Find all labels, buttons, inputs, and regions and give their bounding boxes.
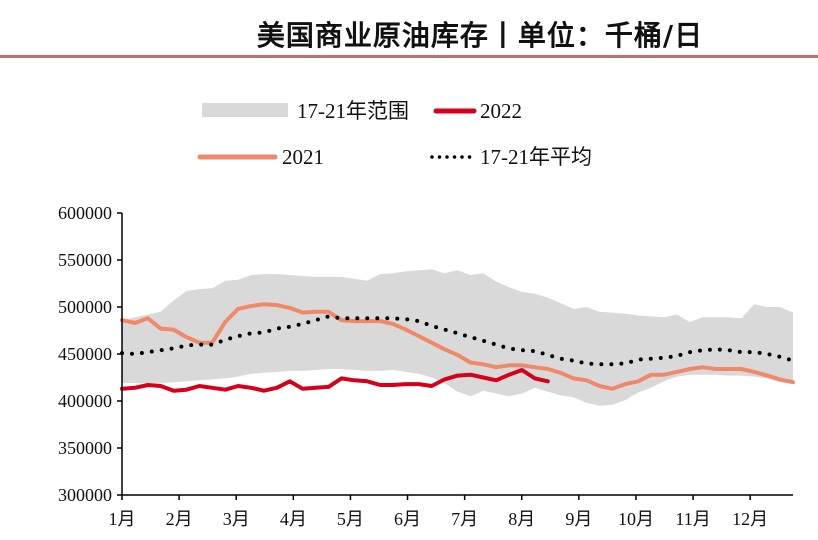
legend-label-2021: 2021 (282, 145, 324, 169)
legend-label-range: 17-21年范围 (297, 99, 409, 123)
x-tick-label: 12月 (732, 509, 768, 529)
title-divider (0, 55, 818, 58)
x-tick-label: 10月 (618, 509, 654, 529)
x-tick-label: 6月 (394, 509, 421, 529)
legend-label-2022: 2022 (480, 99, 522, 123)
series-line-2022 (120, 368, 550, 393)
x-tick-label: 1月 (109, 509, 136, 529)
x-tick-label: 5月 (337, 509, 364, 529)
legend-label-average: 17-21年平均 (480, 145, 592, 169)
x-tick-label: 7月 (451, 509, 478, 529)
x-tick-label: 4月 (280, 509, 307, 529)
x-tick-label: 2月 (166, 509, 193, 529)
y-tick-label: 400000 (58, 391, 112, 411)
y-tick-label: 450000 (58, 344, 112, 364)
y-tick-label: 300000 (58, 485, 112, 505)
series-line-2021 (120, 302, 795, 391)
x-tick-label: 9月 (565, 509, 592, 529)
y-tick-label: 350000 (58, 438, 112, 458)
series-line-17-21年平均 (120, 314, 795, 367)
legend-swatch-range (202, 103, 288, 117)
y-tick-label: 600000 (58, 203, 112, 223)
range-band (122, 269, 793, 406)
chart-title: 美国商业原油库存丨单位：千桶/日 (256, 19, 704, 52)
y-tick-label: 550000 (58, 250, 112, 270)
legend: 17-21年范围 2022 2021 17-21年平均 (197, 99, 592, 169)
y-tick-label: 500000 (58, 297, 112, 317)
x-tick-label: 8月 (508, 509, 535, 529)
x-tick-label: 11月 (675, 509, 710, 529)
x-tick-label: 3月 (223, 509, 250, 529)
